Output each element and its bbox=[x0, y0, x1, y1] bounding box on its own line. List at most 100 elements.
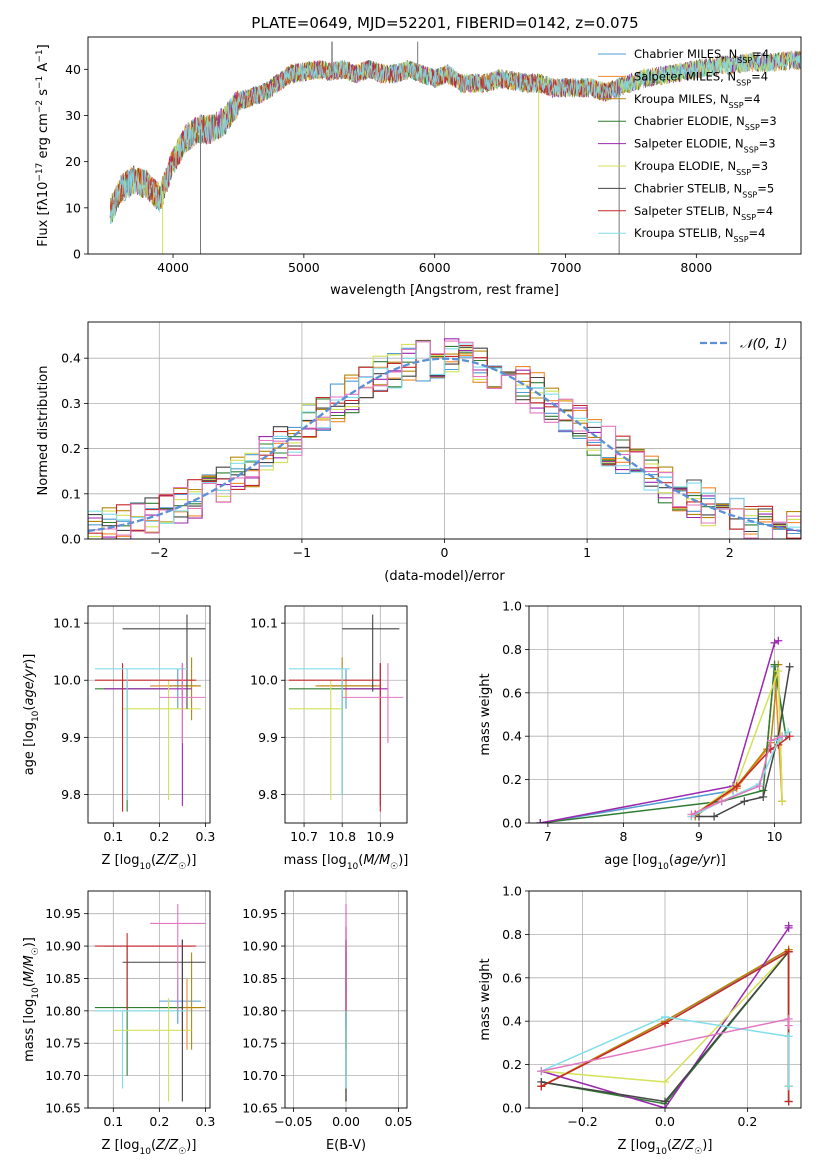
y-tick-label: 10.70 bbox=[242, 1068, 278, 1083]
y-tick-label: 10.80 bbox=[45, 1003, 81, 1018]
weight-marker bbox=[784, 1082, 793, 1091]
y-tick-label: 0.2 bbox=[502, 1057, 522, 1072]
label-part: )] bbox=[22, 937, 37, 947]
label-part: Flux [f bbox=[36, 205, 51, 246]
y-tick-label: 0.8 bbox=[502, 642, 522, 657]
x-tick-label: 8000 bbox=[680, 260, 712, 275]
label-part: Z/Z bbox=[155, 853, 179, 868]
y-tick-label: 10.1 bbox=[53, 616, 81, 631]
y-tick-label: 10.75 bbox=[242, 1036, 278, 1051]
legend-part: =3 bbox=[759, 137, 776, 151]
label-part: 10 bbox=[31, 987, 41, 999]
plot-area bbox=[94, 903, 206, 1102]
x-tick-label: 6000 bbox=[419, 260, 451, 275]
spectrum-line-3 bbox=[109, 50, 801, 223]
y-tick-label: 9.8 bbox=[258, 787, 278, 802]
y-tick-label: 10.1 bbox=[250, 616, 278, 631]
x-tick-label: 0 bbox=[441, 545, 449, 560]
y-tick-label: 1.0 bbox=[502, 599, 522, 614]
x-tick-label: 1 bbox=[583, 545, 591, 560]
label-part: A bbox=[36, 63, 51, 76]
label-part: λ10 bbox=[36, 182, 51, 206]
y-axis-label: Flux [fλ10−17 erg cm−2 s−1 A−1] bbox=[35, 44, 51, 246]
label-part: mass [log bbox=[284, 853, 347, 868]
label-part: 10 bbox=[139, 862, 151, 872]
legend-part: Salpeter ELODIE, N bbox=[634, 137, 744, 151]
legend-entry-1: Salpeter MILES, NSSP=4 bbox=[634, 69, 768, 87]
label-part: −17 bbox=[35, 163, 45, 182]
x-tick-label: 7 bbox=[544, 829, 552, 844]
x-tick-label: 0.00 bbox=[332, 1114, 360, 1129]
y-tick-label: 0.4 bbox=[61, 351, 81, 366]
label-part: ☉ bbox=[178, 862, 186, 872]
label-part: )] bbox=[186, 853, 196, 868]
spectrum-panel: 4000 5000 6000 7000 8000 0 10 20 30 40 wavelength … bbox=[35, 36, 802, 298]
x-tick-label: 0.2 bbox=[737, 1114, 757, 1129]
weight-marker bbox=[537, 1082, 546, 1091]
x-tick-label: 9 bbox=[695, 829, 703, 844]
x-tick-label: 0.2 bbox=[149, 1114, 169, 1129]
y-tick-label: 9.9 bbox=[61, 730, 81, 745]
y-tick-label: 20 bbox=[65, 154, 81, 169]
legend-entry-4: Salpeter ELODIE, NSSP=3 bbox=[634, 137, 776, 155]
x-axis-label: wavelength [Angstrom, rest frame] bbox=[330, 283, 559, 298]
label-part: age [log bbox=[22, 722, 37, 775]
label-part: 10 bbox=[655, 1147, 667, 1157]
plot-area bbox=[94, 614, 206, 812]
x-tick-label: 8 bbox=[619, 829, 627, 844]
label-part: )] bbox=[716, 853, 726, 868]
legend-part: Chabrier MILES, N bbox=[634, 47, 737, 61]
x-tick-label: 0.3 bbox=[195, 1114, 215, 1129]
label-part: −1 bbox=[35, 49, 45, 62]
x-axis-label: Z [log10(Z/Z☉)] bbox=[102, 1138, 197, 1157]
x-tick-label: 4000 bbox=[157, 260, 189, 275]
label-part: M/M bbox=[22, 955, 37, 982]
y-tick-label: 0.2 bbox=[61, 441, 81, 456]
legend-part: SSP bbox=[734, 235, 749, 244]
y-tick-label: 10 bbox=[65, 200, 81, 215]
legend-part: Salpeter STELIB, N bbox=[634, 204, 741, 218]
y-tick-label: 10.95 bbox=[45, 906, 81, 921]
label-part: ☉ bbox=[390, 862, 398, 872]
weight-marker bbox=[759, 792, 768, 801]
weight-marker bbox=[710, 812, 719, 821]
y-tick-label: 0.2 bbox=[502, 772, 522, 787]
spectrum-line-7 bbox=[109, 59, 621, 217]
plot-area bbox=[537, 921, 793, 1108]
x-tick-label: −1 bbox=[293, 545, 311, 560]
y-tick-label: 0.0 bbox=[502, 1101, 522, 1116]
label-part: Z [log bbox=[102, 853, 140, 868]
x-axis-label: E(B-V) bbox=[326, 1138, 366, 1153]
label-part: Z/Z bbox=[155, 1138, 179, 1153]
weight-marker bbox=[774, 667, 783, 676]
axes-frame bbox=[284, 605, 408, 824]
weight-marker bbox=[784, 947, 793, 956]
y-tick-label: 9.8 bbox=[61, 787, 81, 802]
x-tick-label: 7000 bbox=[550, 260, 582, 275]
label-part: Z [log bbox=[102, 1138, 140, 1153]
weight-marker bbox=[717, 797, 726, 806]
x-tick-label: 10 bbox=[767, 829, 783, 844]
x-axis-label: age [log10(age/yr)] bbox=[604, 853, 726, 872]
y-tick-label: 10.90 bbox=[242, 939, 278, 954]
label-part: 10 bbox=[657, 862, 669, 872]
legend-part: =5 bbox=[757, 181, 774, 195]
y-axis-label: mass [log10(M/M☉)] bbox=[22, 937, 41, 1062]
legend-part: Salpeter MILES, N bbox=[634, 69, 736, 83]
normal-curve bbox=[88, 357, 801, 533]
y-tick-label: 10.0 bbox=[53, 673, 81, 688]
label-part: ( bbox=[151, 1138, 156, 1153]
weight-marker bbox=[785, 732, 794, 741]
legend-part: =4 bbox=[752, 47, 769, 61]
legend-part: Kroupa ELODIE, N bbox=[634, 159, 736, 173]
weight-marker bbox=[755, 782, 764, 791]
y-tick-label: 40 bbox=[65, 62, 81, 77]
label-part: age/yr bbox=[674, 853, 717, 868]
label-part: ( bbox=[669, 853, 674, 868]
label-part: erg cm bbox=[36, 113, 51, 162]
y-tick-label: 0.4 bbox=[502, 729, 522, 744]
legend-entry-normal: 𝒩(0, 1) bbox=[740, 337, 787, 352]
label-part: ( bbox=[358, 853, 363, 868]
axes-frame bbox=[87, 890, 211, 1109]
